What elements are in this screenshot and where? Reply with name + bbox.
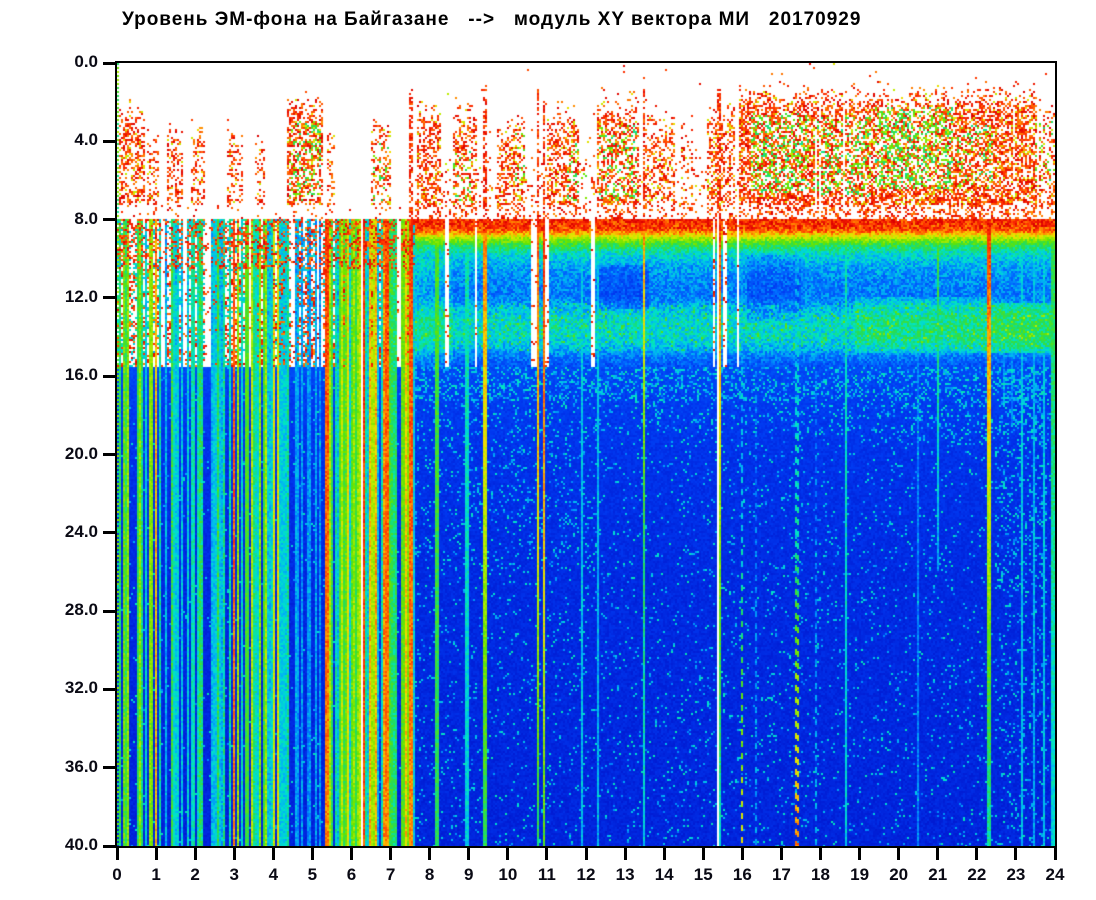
x-tick xyxy=(350,848,353,860)
y-tick-label: 24.0 xyxy=(64,521,98,541)
x-tick-label: 11 xyxy=(537,865,556,884)
x-tick-label: 1 xyxy=(151,865,161,884)
x-tick-label: 17 xyxy=(771,865,791,884)
x-tick-label: 21 xyxy=(928,865,948,884)
x-tick-label: 2 xyxy=(190,865,200,884)
y-tick-label: 16.0 xyxy=(64,365,98,385)
y-tick xyxy=(103,609,115,613)
y-tick-label: 36.0 xyxy=(64,756,98,776)
y-tick-label: 12.0 xyxy=(64,286,98,306)
y-tick xyxy=(103,531,115,535)
y-tick-label: 0.0 xyxy=(74,52,98,71)
x-tick-label: 19 xyxy=(850,865,870,884)
x-tick-label: 6 xyxy=(346,865,357,884)
x-tick-label: 14 xyxy=(654,865,674,884)
plot-frame xyxy=(115,61,1057,848)
y-tick-label: 4.0 xyxy=(74,130,98,150)
x-tick xyxy=(701,848,705,860)
x-tick xyxy=(193,848,197,860)
x-tick-label: 10 xyxy=(498,865,518,884)
y-tick xyxy=(103,844,115,848)
x-tick xyxy=(310,848,314,860)
spectrogram-heatmap xyxy=(117,63,1055,846)
y-tick-label: 28.0 xyxy=(64,600,98,620)
x-tick xyxy=(271,848,275,860)
y-tick xyxy=(103,766,115,770)
y-tick xyxy=(103,687,115,691)
x-tick-label: 8 xyxy=(424,865,435,884)
y-tick xyxy=(103,61,115,65)
x-tick-label: 18 xyxy=(811,865,830,884)
x-tick-label: 3 xyxy=(229,865,239,884)
x-tick xyxy=(506,848,510,860)
x-tick-label: 4 xyxy=(268,865,279,884)
x-tick-label: 20 xyxy=(889,865,909,884)
x-tick xyxy=(779,848,783,860)
chart-title: Уровень ЭМ-фона на Байгазане --> модуль … xyxy=(122,9,862,30)
x-tick xyxy=(545,848,549,860)
x-tick xyxy=(467,848,471,860)
y-tick-label: 20.0 xyxy=(64,443,98,463)
x-tick xyxy=(1014,848,1018,860)
x-tick-label: 5 xyxy=(307,865,318,884)
y-tick xyxy=(103,374,115,378)
y-tick-label: 8.0 xyxy=(74,208,98,228)
x-tick-label: 0 xyxy=(112,865,122,884)
x-tick xyxy=(389,848,393,860)
x-tick xyxy=(740,848,744,860)
x-tick xyxy=(232,848,236,860)
x-tick xyxy=(154,848,158,860)
x-tick-label: 22 xyxy=(967,865,987,884)
x-tick-label: 16 xyxy=(732,865,752,884)
x-tick-label: 9 xyxy=(464,865,474,884)
y-tick xyxy=(103,453,115,456)
x-tick xyxy=(858,848,862,860)
x-tick xyxy=(662,848,666,860)
x-tick-label: 23 xyxy=(1006,865,1026,884)
x-tick xyxy=(975,848,979,860)
x-tick-label: 13 xyxy=(615,865,635,884)
x-tick-label: 15 xyxy=(693,865,713,884)
y-tick xyxy=(103,296,115,300)
y-tick xyxy=(103,218,115,222)
y-tick xyxy=(103,139,115,143)
y-tick-label: 32.0 xyxy=(64,678,98,698)
x-tick xyxy=(584,848,588,860)
x-tick-label: 7 xyxy=(385,865,396,884)
x-tick xyxy=(897,848,901,860)
x-tick xyxy=(115,848,119,860)
x-tick xyxy=(428,848,432,860)
x-tick xyxy=(623,848,627,860)
x-tick xyxy=(819,848,822,860)
x-tick xyxy=(936,848,940,860)
x-tick-label: 12 xyxy=(576,865,596,884)
x-tick-label: 24 xyxy=(1045,865,1065,884)
x-tick xyxy=(1053,848,1057,860)
y-tick-label: 40.0 xyxy=(64,835,98,854)
